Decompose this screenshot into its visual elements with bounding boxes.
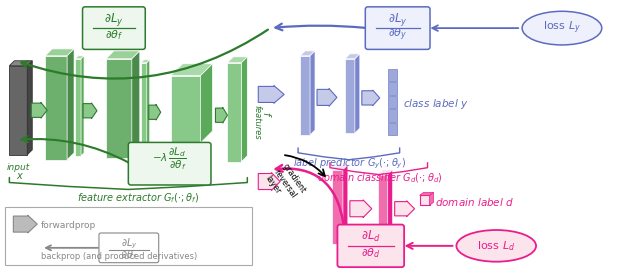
FancyBboxPatch shape	[337, 225, 404, 267]
Text: backprop (and produced derivatives): backprop (and produced derivatives)	[41, 252, 198, 261]
Text: loss $L_y$: loss $L_y$	[543, 20, 581, 36]
Polygon shape	[200, 64, 212, 143]
Polygon shape	[300, 51, 315, 56]
Text: $\partial L_y$: $\partial L_y$	[120, 237, 137, 251]
Polygon shape	[345, 54, 360, 59]
Text: loss $L_d$: loss $L_d$	[477, 239, 515, 253]
Ellipse shape	[522, 11, 602, 45]
Text: forwardprop: forwardprop	[41, 221, 97, 230]
Text: $\partial L_y$: $\partial L_y$	[104, 11, 124, 28]
Bar	[388, 69, 397, 81]
Polygon shape	[350, 200, 372, 218]
Polygon shape	[106, 51, 140, 59]
Polygon shape	[343, 165, 348, 244]
Text: domain classifier $G_d(\cdot;\theta_d)$: domain classifier $G_d(\cdot;\theta_d)$	[317, 172, 442, 185]
Polygon shape	[147, 60, 150, 154]
Text: class label $y$: class label $y$	[403, 97, 468, 111]
Polygon shape	[28, 61, 32, 155]
Polygon shape	[148, 104, 161, 120]
Polygon shape	[171, 76, 200, 143]
Polygon shape	[227, 57, 247, 63]
Polygon shape	[141, 60, 150, 63]
Polygon shape	[45, 49, 74, 56]
Text: $\partial \theta_f$: $\partial \theta_f$	[105, 28, 123, 42]
Polygon shape	[378, 175, 388, 239]
Polygon shape	[81, 56, 84, 156]
Bar	[5, 207, 252, 265]
Polygon shape	[75, 56, 84, 59]
Polygon shape	[75, 59, 81, 156]
Polygon shape	[10, 61, 32, 66]
Text: feature extractor $G_f(\cdot;\theta_f)$: feature extractor $G_f(\cdot;\theta_f)$	[77, 191, 200, 205]
Polygon shape	[395, 201, 415, 217]
Text: features: features	[252, 105, 261, 140]
Polygon shape	[420, 192, 433, 195]
Polygon shape	[83, 103, 97, 119]
Polygon shape	[45, 56, 67, 160]
Polygon shape	[259, 86, 284, 103]
Polygon shape	[345, 59, 355, 133]
Text: input: input	[6, 163, 30, 172]
Polygon shape	[171, 64, 212, 76]
Text: label predictor $G_y(\cdot;\theta_y)$: label predictor $G_y(\cdot;\theta_y)$	[293, 157, 406, 171]
Text: $f$: $f$	[261, 111, 273, 118]
Bar	[388, 122, 397, 135]
Text: $\partial \theta_f$: $\partial \theta_f$	[121, 248, 137, 262]
Text: $\partial \theta_d$: $\partial \theta_d$	[361, 246, 381, 260]
Polygon shape	[13, 215, 37, 233]
Polygon shape	[310, 51, 315, 135]
Polygon shape	[10, 66, 28, 155]
Polygon shape	[355, 54, 360, 133]
Bar	[388, 109, 397, 122]
Text: domain label $d$: domain label $d$	[435, 196, 515, 208]
Polygon shape	[362, 90, 380, 106]
Polygon shape	[317, 89, 337, 106]
Text: $\partial L_y$: $\partial L_y$	[388, 11, 408, 28]
Polygon shape	[300, 56, 310, 135]
Polygon shape	[106, 59, 132, 158]
Ellipse shape	[456, 230, 536, 262]
Bar	[388, 82, 397, 95]
Polygon shape	[429, 192, 433, 205]
Polygon shape	[332, 165, 348, 170]
Polygon shape	[67, 49, 74, 160]
FancyBboxPatch shape	[129, 143, 211, 185]
Polygon shape	[388, 170, 393, 239]
Polygon shape	[132, 51, 140, 158]
FancyBboxPatch shape	[365, 7, 430, 49]
Polygon shape	[332, 170, 343, 244]
Polygon shape	[216, 107, 227, 123]
Text: $x$: $x$	[16, 171, 24, 181]
Bar	[388, 96, 397, 108]
Bar	[420, 195, 429, 205]
Polygon shape	[227, 63, 241, 162]
Text: $-\lambda\,\dfrac{\partial L_d}{\partial \theta_f}$: $-\lambda\,\dfrac{\partial L_d}{\partial…	[152, 145, 187, 172]
Polygon shape	[378, 170, 393, 175]
Text: gradient
reversal
layer: gradient reversal layer	[263, 162, 307, 207]
Polygon shape	[259, 173, 280, 191]
FancyBboxPatch shape	[99, 233, 159, 263]
Polygon shape	[31, 102, 47, 118]
Polygon shape	[141, 63, 147, 154]
Text: $\partial L_d$: $\partial L_d$	[361, 229, 381, 244]
Text: $\partial \theta_y$: $\partial \theta_y$	[388, 27, 407, 43]
FancyBboxPatch shape	[83, 7, 145, 49]
Polygon shape	[241, 57, 247, 162]
